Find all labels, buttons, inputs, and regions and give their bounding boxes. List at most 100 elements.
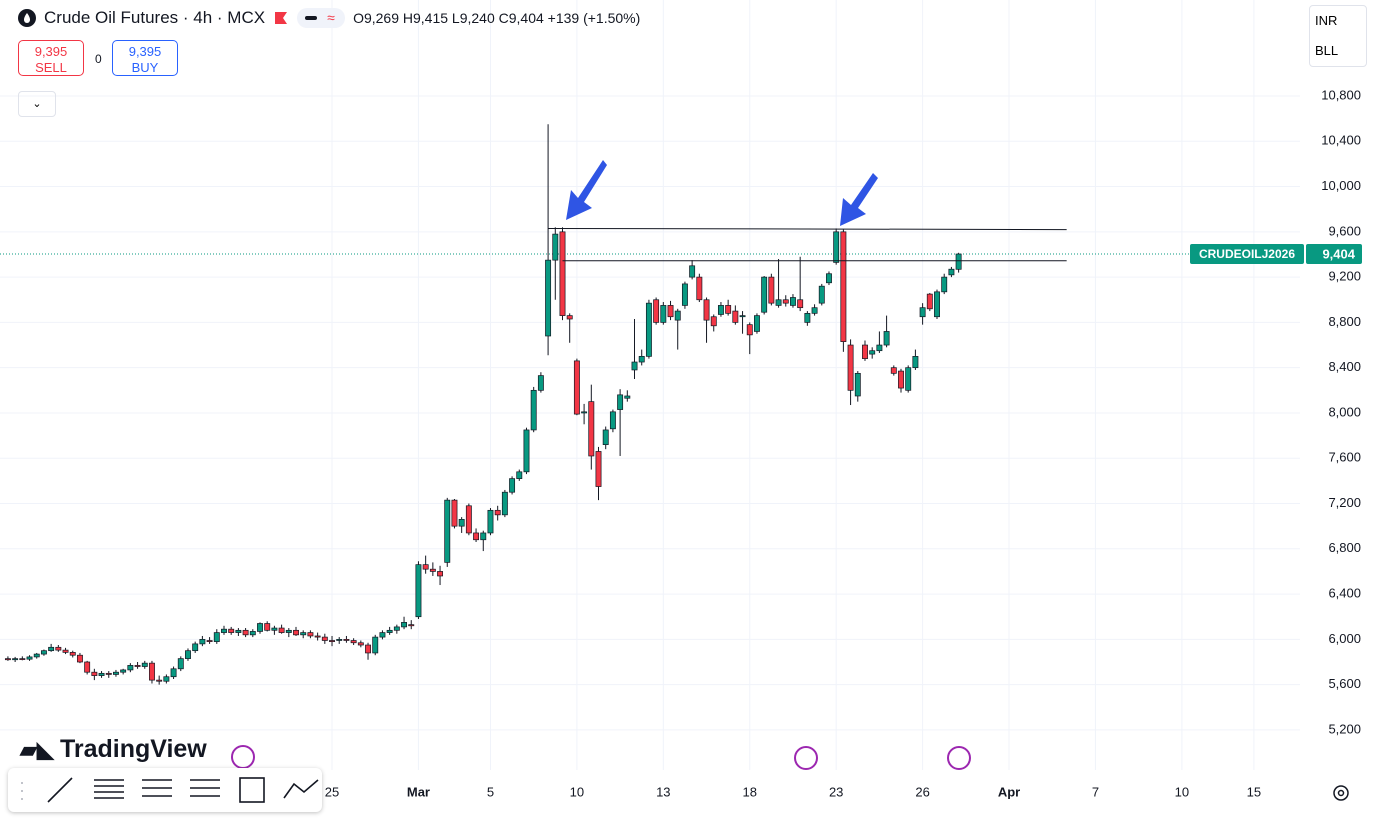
candle-body [235, 629, 242, 633]
collapse-button[interactable]: ⌄ [18, 91, 56, 117]
trend-line-tool[interactable] [47, 777, 73, 803]
candle-body [120, 669, 127, 673]
brand-name: TradingView [59, 735, 207, 763]
drawing-toolbar [8, 768, 322, 812]
x-tick-label: 15 [1247, 784, 1261, 799]
x-tick-label: Mar [407, 784, 430, 799]
x-tick-label: 10 [1175, 784, 1189, 799]
sell-price: 9,395 [34, 44, 68, 59]
candle-body [898, 370, 904, 389]
settings-icon[interactable] [1333, 785, 1349, 801]
candle-body [192, 643, 199, 652]
y-tick-label: 6,800 [1328, 540, 1361, 555]
candle-body [890, 367, 897, 374]
candle-body [811, 307, 818, 314]
y-tick-label: 10,800 [1321, 87, 1361, 102]
candle-body [228, 628, 235, 633]
candle-body [12, 658, 19, 661]
candle-body [48, 646, 55, 652]
candle-body [501, 491, 508, 516]
pitchfork-tool[interactable] [142, 779, 172, 797]
candle-body [566, 315, 573, 320]
candle-body [732, 310, 739, 323]
event-icon[interactable] [947, 746, 971, 770]
candle-body [185, 650, 191, 659]
candle-body [170, 668, 177, 678]
candle-body [919, 307, 926, 318]
ohlc-values: O9,269 H9,415 L9,240 C9,404 +139 (+1.50%… [353, 10, 641, 26]
candle-body [754, 315, 760, 332]
candle-body [271, 627, 278, 631]
y-tick-label: 7,600 [1328, 450, 1361, 465]
symbol-tag: CRUDEOILJ2026 [1199, 247, 1295, 261]
candle-body [516, 471, 523, 479]
event-icon[interactable] [231, 745, 255, 769]
candle-body [689, 265, 696, 278]
gann-tool[interactable] [190, 779, 220, 797]
symbol-title[interactable]: Crude Oil Futures · 4h · MCX [44, 8, 266, 27]
x-tick-label: 13 [656, 784, 670, 799]
candle-body [379, 632, 386, 638]
candle-body [465, 505, 472, 534]
buy-button[interactable]: 9,395 BUY [112, 40, 178, 76]
candle-body [393, 626, 400, 631]
path-tool[interactable] [283, 779, 319, 799]
header: Crude Oil Futures · 4h · MCX ≈ O9,269 H9… [18, 8, 640, 28]
candle-body [782, 299, 789, 304]
candle-body [876, 344, 883, 352]
candle-body [415, 564, 422, 618]
candle-body [681, 283, 688, 306]
candle-body [674, 310, 681, 321]
candle-body [357, 642, 364, 646]
candle-body [494, 509, 501, 516]
event-icon[interactable] [794, 746, 818, 770]
candle-body [69, 652, 76, 656]
buy-label: BUY [131, 60, 159, 75]
x-tick-label: 7 [1092, 784, 1099, 799]
candle-body [617, 394, 624, 410]
candle-body [725, 305, 732, 314]
candle-body [660, 305, 667, 323]
price-axis-bg [1305, 0, 1377, 821]
y-tick-label: 6,400 [1328, 586, 1361, 601]
candle-body [422, 564, 429, 570]
candle-body [199, 639, 206, 645]
y-tick-label: 10,000 [1321, 178, 1361, 193]
candle-body [761, 276, 768, 313]
sell-button[interactable]: 9,395 SELL [18, 40, 84, 76]
candle-body [437, 571, 444, 577]
candle-body [242, 629, 249, 636]
candle-body [156, 679, 163, 682]
fib-tool[interactable] [94, 779, 124, 799]
candle-body [365, 644, 371, 654]
candle-body [221, 628, 227, 633]
candle-body [98, 672, 105, 676]
candle-body [350, 640, 357, 644]
y-tick-label: 10,400 [1321, 133, 1361, 148]
candle-body [336, 639, 343, 641]
candle-body [249, 631, 256, 636]
toolbar-icons [21, 777, 319, 803]
plot-area [0, 0, 1305, 770]
candle-body [487, 509, 494, 534]
candle-body [401, 622, 407, 628]
candle-body [645, 302, 652, 357]
symbol-icon [18, 9, 36, 27]
currency-select[interactable]: INR [1315, 13, 1338, 28]
candle-body [458, 519, 465, 527]
candle-body [833, 231, 840, 263]
candle-body [278, 627, 285, 633]
candle-body [905, 367, 912, 391]
candle-body [26, 656, 33, 660]
trend-line [548, 227, 1067, 231]
candle-body [321, 636, 328, 641]
y-tick-label: 9,600 [1328, 223, 1361, 238]
flag-icon[interactable] [273, 11, 289, 25]
candle-body [826, 273, 832, 284]
candle-body [588, 401, 595, 457]
candle-body [840, 231, 847, 342]
rect-tool[interactable] [239, 777, 265, 803]
spread: 0 [95, 52, 102, 66]
x-tick-label: 5 [487, 784, 494, 799]
unit-select[interactable]: BLL [1315, 43, 1339, 58]
